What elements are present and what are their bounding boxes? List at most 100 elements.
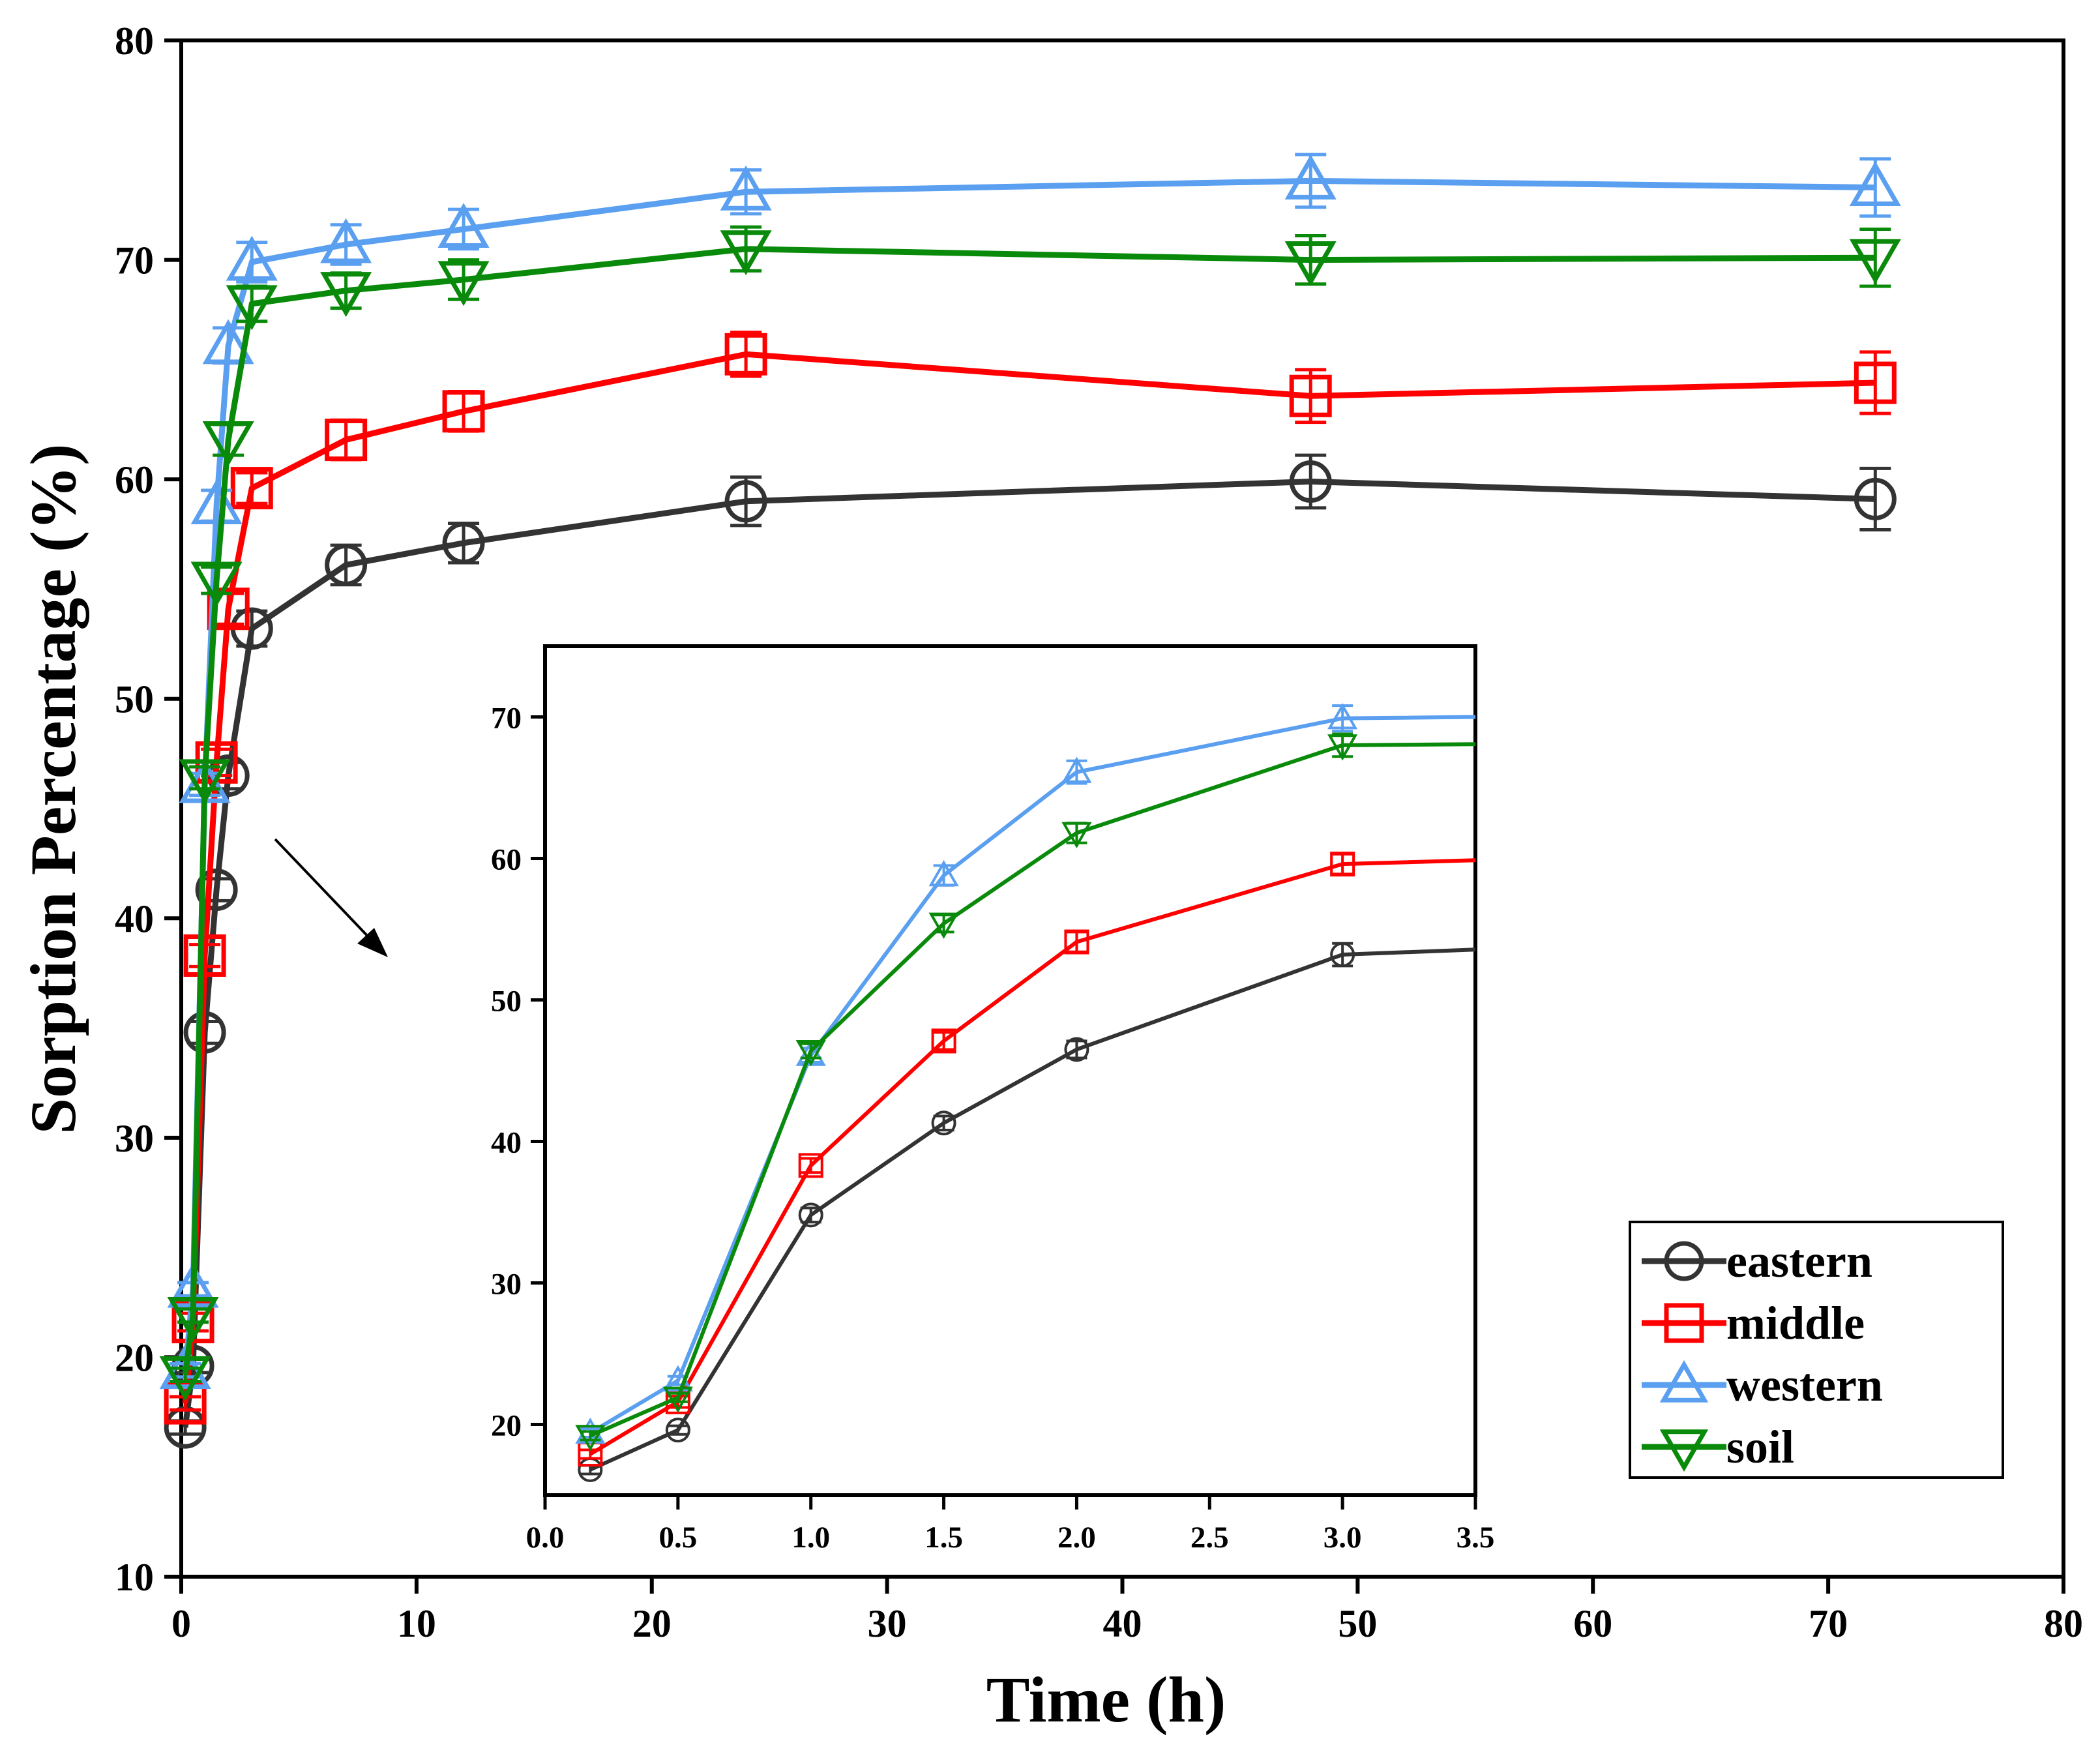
inset-x-tick-label: 1.5	[924, 1521, 963, 1555]
main-plot: 0 10 20 30 40 50 60 70 80 10 20 30 40 50 60 70 80 Time (h…	[17, 20, 2083, 1736]
inset-data-point	[662, 1386, 693, 1413]
legend-marker	[1659, 1429, 1709, 1472]
y-tick-label: 40	[115, 897, 154, 940]
y-tick-label: 10	[115, 1556, 154, 1599]
inset-y-tick-label: 20	[491, 1409, 522, 1443]
legend-label: eastern	[1726, 1235, 1872, 1287]
inset-y-tick-label: 50	[491, 985, 522, 1019]
legend: eastern middle western soil	[1629, 1221, 2004, 1479]
data-point	[1289, 374, 1332, 417]
legend-box	[1629, 1221, 2004, 1479]
inset-plot: 0.0 0.5 1.0 1.5 2.0 2.5 3.0 3.5 20 30 40 50 60 70	[491, 644, 1495, 1555]
legend-item-western: western	[1642, 1359, 1883, 1411]
inset-frame	[543, 644, 1477, 1497]
inset-x-tick-label: 1.0	[791, 1521, 830, 1555]
inset-x-tick-label: 3.0	[1324, 1521, 1362, 1555]
inset-data-point	[575, 1425, 606, 1451]
inset-data-point	[1061, 756, 1092, 783]
inset-data-point	[1330, 942, 1355, 968]
inset-series-middle	[578, 852, 1475, 1467]
y-tick-label: 30	[115, 1117, 154, 1160]
data-point	[442, 390, 485, 433]
data-point	[720, 230, 772, 276]
y-tick-label: 50	[115, 678, 154, 721]
inset-data-point	[1327, 703, 1358, 730]
legend-label: middle	[1726, 1297, 1865, 1349]
x-axis-title: Time (h)	[986, 1663, 1226, 1736]
legend-marker	[1659, 1360, 1709, 1403]
inset-data-point	[1064, 1037, 1089, 1062]
data-point	[724, 480, 767, 523]
y-tick-label: 70	[115, 239, 154, 282]
x-tick-label: 40	[1103, 1602, 1142, 1645]
data-point	[202, 421, 254, 466]
y-tick-label: 60	[115, 458, 154, 501]
data-point	[226, 285, 278, 331]
legend-item-eastern: eastern	[1642, 1235, 1872, 1287]
data-point	[230, 467, 273, 510]
inset-y-tick-label: 70	[491, 702, 522, 736]
data-point	[437, 261, 490, 306]
x-tick-label: 70	[1809, 1602, 1848, 1645]
legend-item-middle: middle	[1642, 1297, 1865, 1349]
data-point	[167, 1296, 219, 1342]
data-point	[190, 479, 243, 525]
x-tick-label: 80	[2044, 1602, 2083, 1645]
inset-series-eastern	[578, 942, 1475, 1482]
inset-y-tick-label: 40	[491, 1126, 522, 1160]
inset-data-point	[1064, 929, 1089, 955]
data-point	[437, 203, 490, 248]
data-point	[1284, 241, 1337, 286]
x-tick-label: 10	[397, 1602, 436, 1645]
inset-data-point	[795, 1039, 826, 1067]
data-point	[720, 165, 772, 211]
data-point	[159, 1356, 211, 1401]
inset-data-point	[1327, 734, 1358, 761]
inset-x-tick-label: 0.0	[526, 1521, 565, 1555]
data-point	[1289, 460, 1332, 503]
data-point	[320, 272, 372, 318]
legend-marker	[1664, 1303, 1704, 1343]
inset-y-tick-label: 30	[491, 1268, 522, 1302]
y-axis-title: Sorption Percentage (%)	[17, 443, 89, 1134]
inset-x-tick-label: 3.5	[1457, 1521, 1495, 1555]
inset-x-tick-label: 0.5	[658, 1521, 697, 1555]
zoom-arrow-head	[357, 928, 388, 957]
inset-data-point	[798, 1202, 823, 1228]
inset-data-point	[798, 1153, 823, 1178]
inset-data-point	[928, 912, 959, 939]
data-point	[724, 333, 767, 376]
inset-data-point	[1330, 852, 1355, 877]
inset-x-tick-label: 2.5	[1190, 1521, 1229, 1555]
x-tick-label: 60	[1573, 1602, 1612, 1645]
y-tick-label: 80	[115, 20, 154, 63]
data-point	[183, 934, 226, 977]
y-tick-label: 20	[115, 1336, 154, 1379]
inset-data-point	[1061, 822, 1092, 849]
data-point	[325, 419, 368, 462]
data-point	[226, 235, 278, 281]
data-point	[1854, 477, 1897, 520]
data-point	[442, 522, 485, 565]
data-point	[1849, 161, 1901, 207]
data-point	[195, 869, 238, 912]
inset-data-point	[931, 1110, 956, 1136]
data-point	[190, 561, 243, 607]
inset-x-tick-label: 2.0	[1057, 1521, 1096, 1555]
data-point	[1849, 239, 1901, 284]
data-point	[320, 218, 372, 263]
legend-label: soil	[1726, 1421, 1794, 1473]
series-soil	[159, 225, 1901, 1401]
inset-data-point	[928, 859, 959, 887]
inset-data-point	[931, 1028, 956, 1054]
data-point	[179, 759, 231, 805]
data-point	[325, 543, 368, 586]
data-point	[1854, 361, 1897, 404]
legend-label: western	[1726, 1359, 1883, 1411]
data-point	[164, 1382, 207, 1425]
x-tick-label: 0	[171, 1602, 191, 1645]
data-point	[202, 319, 254, 365]
zoom-arrow	[274, 838, 373, 942]
legend-marker	[1664, 1241, 1704, 1281]
